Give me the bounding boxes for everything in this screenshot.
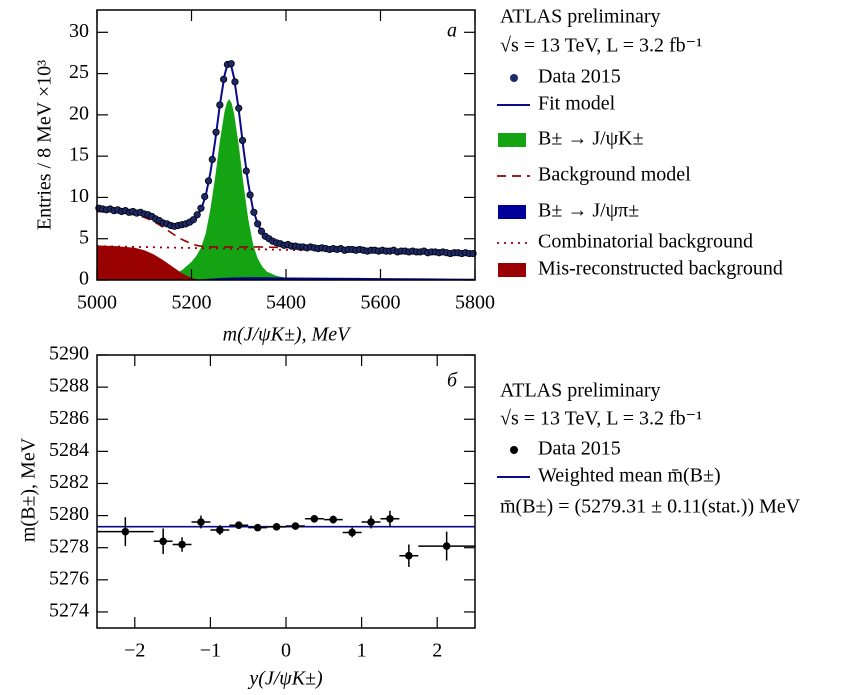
curve	[96, 245, 476, 255]
data-point	[208, 155, 216, 164]
data-point	[235, 104, 243, 112]
data-point	[329, 515, 338, 524]
area	[97, 245, 475, 280]
y-tick-label: 5282	[49, 471, 89, 493]
data-point	[253, 523, 262, 532]
x-tick-label: 5200	[172, 292, 212, 314]
data-point	[250, 208, 258, 216]
data-point	[189, 216, 197, 224]
y-tick-label: 5286	[49, 407, 89, 429]
data-point	[121, 527, 130, 536]
data-point	[204, 177, 213, 185]
legend-symbol	[498, 205, 526, 219]
y-axis-title: Entries / 8 MeV ×10³	[34, 60, 56, 230]
panel-label: б	[447, 370, 458, 392]
y-tick-label: 5290	[49, 343, 89, 365]
legend-symbol	[498, 133, 526, 147]
legend-header: ATLAS preliminary	[500, 380, 661, 402]
plot-frame	[96, 9, 476, 281]
data-point	[159, 537, 167, 546]
x-tick-label: −2	[124, 640, 145, 662]
legend-label: Data 2015	[538, 438, 621, 460]
y-tick-label: 5280	[49, 503, 89, 525]
x-tick-label: 5800	[455, 292, 495, 314]
data-point	[227, 60, 235, 68]
legend-label: Combinatorial background	[538, 231, 753, 253]
data-point	[216, 526, 224, 534]
y-tick-label: 15	[69, 144, 89, 166]
panel-label: а	[447, 20, 457, 42]
x-tick-label: 5000	[77, 292, 117, 314]
data-point	[212, 128, 220, 136]
legend-header: √s = 13 TeV, L = 3.2 fb⁻¹	[500, 35, 702, 57]
x-axis-title: y(J/ψK±)	[247, 668, 323, 690]
data-point	[291, 522, 300, 530]
data-point	[442, 542, 451, 550]
data-point	[367, 518, 375, 526]
data-point	[386, 515, 394, 523]
plot-frame	[96, 354, 476, 629]
legend-label: B± → J/ψK±	[538, 128, 644, 150]
data-point	[310, 515, 319, 523]
data-point	[197, 204, 205, 212]
legend-header: √s = 13 TeV, L = 3.2 fb⁻¹	[500, 408, 702, 430]
legend-label: Fit model	[538, 93, 616, 115]
y-tick-label: 20	[69, 102, 89, 124]
data-point	[234, 521, 243, 530]
data-point	[272, 523, 281, 531]
y-tick-label: 5274	[49, 600, 89, 622]
data-point	[238, 136, 247, 145]
y-tick-label: 25	[69, 61, 89, 83]
y-tick-label: 0	[79, 268, 89, 290]
legend-symbol	[498, 263, 526, 277]
legend-label: Background model	[538, 164, 691, 186]
y-tick-label: 5276	[49, 567, 89, 589]
legend-header: ATLAS preliminary	[500, 6, 661, 28]
legend-label: Data 2015	[538, 66, 621, 88]
legend-label: B± → J/ψπ±	[538, 200, 639, 222]
y-tick-label: 5288	[49, 375, 89, 397]
x-tick-label: −1	[200, 640, 221, 662]
data-point	[178, 540, 186, 549]
result-note: m̄(B±) = (5279.31 ± 0.11(stat.)) MeV	[500, 496, 801, 518]
data-point	[193, 211, 201, 219]
data-point	[231, 78, 239, 86]
y-axis-title: m(B±), MeV	[18, 437, 40, 542]
y-tick-label: 10	[69, 185, 89, 207]
x-tick-label: 2	[432, 640, 442, 662]
y-tick-label: 5284	[49, 439, 89, 461]
x-tick-label: 5600	[361, 292, 401, 314]
legend-label: Weighted mean m̄(B±)	[538, 465, 721, 487]
x-tick-label: 1	[357, 640, 367, 662]
data-point	[405, 551, 413, 560]
data-point	[201, 193, 209, 201]
legend-symbol	[510, 446, 518, 454]
data-point	[257, 227, 266, 235]
legend-symbol	[510, 74, 518, 82]
data-point	[246, 191, 254, 199]
curve	[96, 62, 476, 254]
data-point	[348, 528, 356, 537]
data-point	[254, 220, 262, 228]
x-tick-label: 0	[281, 640, 291, 662]
data-point	[197, 518, 205, 526]
data-point	[216, 101, 224, 109]
x-axis-title: m(J/ψK±), MeV	[223, 324, 352, 346]
data-point	[220, 75, 228, 83]
x-tick-label: 5400	[266, 292, 306, 314]
y-tick-label: 5	[79, 226, 89, 248]
y-tick-label: 30	[69, 20, 89, 42]
data-point	[242, 167, 250, 175]
legend-label: Mis-reconstructed background	[538, 258, 783, 280]
y-tick-label: 5278	[49, 535, 89, 557]
